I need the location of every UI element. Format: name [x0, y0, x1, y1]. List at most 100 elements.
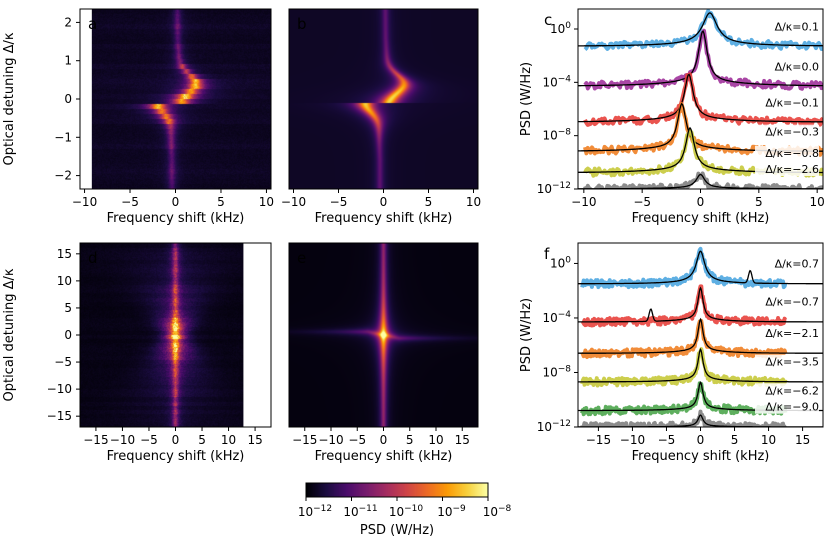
heatmap-a — [80, 9, 271, 189]
ytick-label-d-2: −5 — [54, 355, 72, 369]
ylabel-c: PSD (W/Hz) — [519, 62, 534, 136]
ytick-label-d-6: 15 — [57, 247, 72, 261]
series-label-c-5: Δ/κ=−2.6 — [765, 163, 819, 176]
series-label-f-5: Δ/κ=−9.0 — [765, 401, 819, 414]
ytick-label-f-0: 100 — [550, 255, 571, 270]
series-fit-c-0 — [578, 12, 823, 47]
xtick-label-d-4: 5 — [198, 433, 206, 447]
xlabel-d: Frequency shift (kHz) — [107, 449, 245, 464]
xlabel-a: Frequency shift (kHz) — [107, 211, 245, 226]
series-data-f-1 — [580, 284, 788, 328]
xtick-label-e-2: −5 — [348, 433, 366, 447]
ytick-label-a-4: 2 — [64, 15, 72, 29]
xtick-label-a-1: −5 — [121, 195, 139, 209]
series-fit-f-3 — [578, 347, 823, 383]
series-fit-f-1 — [578, 286, 823, 323]
ytick-label-d-0: −15 — [47, 409, 72, 423]
series-label-bg-c-5 — [755, 162, 819, 176]
xtick-label-e-3: 0 — [380, 433, 388, 447]
series-label-bg-c-0 — [755, 19, 819, 34]
colorbar-tick-label-0: 10−12 — [298, 504, 332, 519]
xtick-label-f-5: 10 — [761, 433, 776, 447]
panel-letter-c: c — [544, 11, 552, 29]
image-layer — [80, 9, 488, 497]
xtick-label-b-2: 0 — [380, 195, 388, 209]
series-label-bg-c-3 — [755, 124, 819, 139]
ytick-label-f-3: 10−12 — [537, 419, 571, 434]
xtick-label-f-2: −5 — [658, 433, 676, 447]
panel-letter-d: d — [88, 249, 98, 267]
ytick-label-a-1: −1 — [54, 130, 72, 144]
heatmap-e — [289, 243, 478, 427]
xtick-label-e-5: 10 — [428, 433, 443, 447]
xtick-label-d-1: −10 — [110, 433, 135, 447]
panel-letter-e: e — [297, 249, 306, 267]
xtick-label-f-6: 15 — [795, 433, 810, 447]
colorbar-tick-label-3: 10−9 — [437, 504, 466, 519]
xtick-label-e-0: −15 — [292, 433, 317, 447]
series-data-f-0 — [580, 246, 788, 290]
series-fit-c-2 — [578, 73, 823, 123]
series-label-bg-f-3 — [755, 354, 819, 369]
ytick-label-a-2: 0 — [64, 92, 72, 106]
series-label-f-4: Δ/κ=−6.2 — [765, 384, 819, 397]
series-label-bg-c-4 — [755, 146, 819, 160]
xlabel-b: Frequency shift (kHz) — [315, 211, 453, 226]
series-label-f-1: Δ/κ=−0.7 — [765, 296, 819, 309]
xtick-label-a-0: −10 — [72, 195, 97, 209]
series-data-c-2 — [583, 72, 823, 127]
ytick-label-d-4: 5 — [64, 301, 72, 315]
xtick-label-d-6: 15 — [247, 433, 262, 447]
blank-region-a — [80, 9, 92, 189]
ytick-label-f-1: 10−4 — [542, 310, 571, 325]
colorbar-gradient — [306, 483, 488, 497]
ytick-label-c-0: 100 — [550, 21, 571, 36]
ylabel-d: Optical detuning Δ/κ — [2, 268, 17, 401]
xtick-label-f-4: 5 — [731, 433, 739, 447]
blank-region-d — [243, 243, 271, 427]
panel-letter-f: f — [544, 245, 550, 263]
xlabel-f: Frequency shift (kHz) — [632, 449, 770, 464]
series-label-bg-f-0 — [755, 256, 819, 271]
series-fit-f-2 — [578, 317, 823, 354]
xtick-label-c-0: −10 — [571, 195, 596, 209]
series-label-c-1: Δ/κ=0.0 — [775, 60, 819, 73]
series-label-c-0: Δ/κ=0.1 — [775, 20, 819, 33]
ytick-label-d-1: −10 — [47, 382, 72, 396]
xtick-label-c-3: 5 — [755, 195, 763, 209]
xtick-label-f-3: 0 — [697, 433, 705, 447]
xtick-label-a-2: 0 — [172, 195, 180, 209]
xtick-label-d-3: 0 — [172, 433, 180, 447]
ytick-label-d-5: 10 — [57, 274, 72, 288]
xtick-label-b-4: 10 — [466, 195, 481, 209]
series-label-c-2: Δ/κ=−0.1 — [765, 96, 819, 109]
ylabel-f: PSD (W/Hz) — [519, 298, 534, 372]
xtick-label-c-4: 10 — [810, 195, 825, 209]
xtick-label-a-4: 10 — [259, 195, 274, 209]
series-label-bg-f-5 — [755, 399, 819, 414]
xtick-label-f-0: −15 — [586, 433, 611, 447]
xtick-label-e-1: −10 — [318, 433, 343, 447]
xtick-label-a-3: 5 — [217, 195, 225, 209]
ytick-label-d-3: 0 — [64, 328, 72, 342]
ytick-label-a-0: −2 — [54, 169, 72, 183]
panel-letter-a: a — [88, 15, 97, 33]
xtick-label-b-3: 5 — [425, 195, 433, 209]
xlabel-c: Frequency shift (kHz) — [632, 211, 770, 226]
series-label-bg-c-1 — [755, 59, 819, 74]
series-data-f-5 — [580, 409, 787, 427]
xtick-label-c-2: 0 — [697, 195, 705, 209]
xtick-label-b-1: −5 — [330, 195, 348, 209]
xtick-label-f-1: −10 — [620, 433, 645, 447]
panel-letter-b: b — [297, 15, 307, 33]
xtick-label-b-0: −10 — [281, 195, 306, 209]
xtick-label-d-2: −5 — [140, 433, 158, 447]
series-label-c-4: Δ/κ=−0.8 — [765, 147, 819, 160]
ytick-label-c-3: 10−12 — [537, 181, 571, 196]
series-data-f-2 — [580, 318, 788, 359]
colorbar-tick-label-4: 10−8 — [483, 504, 512, 519]
xtick-label-c-1: −5 — [633, 195, 651, 209]
ytick-label-c-2: 10−8 — [542, 128, 571, 143]
